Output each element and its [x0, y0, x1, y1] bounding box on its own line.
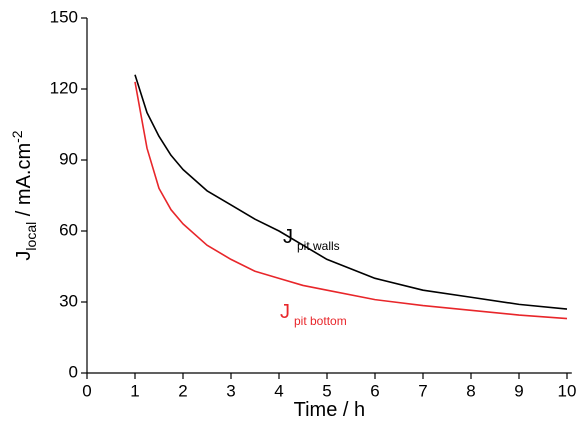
y-axis-title: Jlocal / mA.cm-2	[9, 130, 39, 260]
x-tick-label: 6	[370, 381, 379, 400]
y-tick-label: 120	[50, 78, 78, 97]
y-tick-label: 0	[69, 362, 78, 381]
x-axis-title: Time / h	[294, 399, 366, 421]
x-tick-label: 9	[514, 381, 523, 400]
x-tick-label: 7	[418, 381, 427, 400]
series-label-sub: pit bottom	[294, 314, 347, 328]
y-title-rest: / mA.cm	[13, 143, 35, 222]
series-label-sub: pit walls	[297, 239, 340, 253]
x-tick-label: 5	[322, 381, 331, 400]
y-tick-label: 30	[59, 291, 78, 310]
x-tick-label: 0	[82, 381, 91, 400]
y-tick-label: 60	[59, 220, 78, 239]
data-line	[134, 81, 568, 320]
x-tick-label: 1	[130, 381, 139, 400]
series-label-main: J	[283, 226, 293, 248]
y-title-sub: local	[23, 222, 39, 251]
x-tick-label: 10	[558, 381, 576, 400]
series-label-main: J	[280, 301, 290, 323]
x-tick-label: 3	[226, 381, 235, 400]
y-title-main: J	[13, 251, 35, 261]
data-line	[134, 74, 568, 310]
y-tick-label: 90	[59, 149, 78, 168]
y-title-sup: -2	[9, 130, 25, 143]
x-tick-label: 2	[178, 381, 187, 400]
x-tick-label: 8	[466, 381, 475, 400]
x-tick-label: 4	[274, 381, 283, 400]
y-tick-label: 150	[50, 7, 78, 26]
